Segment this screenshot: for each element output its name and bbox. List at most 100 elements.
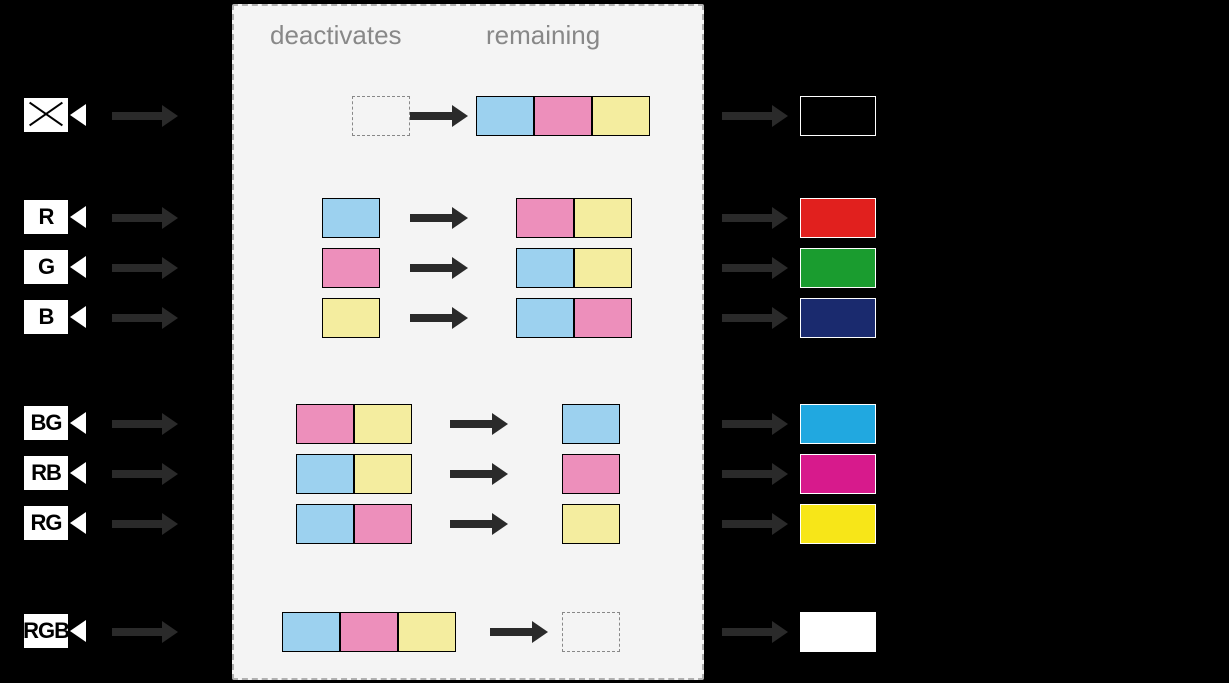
arrow-left-cam-rb <box>112 463 178 485</box>
arrow-right-cam-bg <box>722 413 788 435</box>
arrow-shaft <box>722 112 772 120</box>
deact-tile-6-1-magenta <box>354 504 412 544</box>
arrow-head <box>772 207 788 229</box>
arrow-right-cam-b <box>722 307 788 329</box>
remain-tile-5-0-magenta <box>562 454 620 494</box>
arrow-right-cam-g <box>722 257 788 279</box>
arrow-shaft <box>722 264 772 272</box>
deact-tile-0-0-empty <box>352 96 410 136</box>
arrow-right-cam-r <box>722 207 788 229</box>
cam-r-lens <box>70 206 86 228</box>
cam-x <box>22 96 88 134</box>
arrow-shaft <box>112 112 162 120</box>
arrow-head <box>772 513 788 535</box>
arrow-left-cam-b <box>112 307 178 329</box>
remain-tile-0-2-yellow <box>592 96 650 136</box>
arrow-head <box>772 413 788 435</box>
arrow-middle-1 <box>410 207 468 229</box>
arrow-shaft <box>410 214 452 222</box>
cam-bg-body: BG <box>22 404 70 442</box>
cam-rb-label: RB <box>31 460 61 486</box>
arrow-middle-2 <box>410 257 468 279</box>
cam-b-label: B <box>39 304 54 330</box>
remain-tile-2-1-yellow <box>574 248 632 288</box>
arrow-head <box>452 105 468 127</box>
arrow-middle-5 <box>450 463 508 485</box>
deact-tile-2-0-magenta <box>322 248 380 288</box>
header-deactivates: deactivates <box>270 20 402 51</box>
arrow-shaft <box>112 264 162 272</box>
remain-tile-3-0-cyan <box>516 298 574 338</box>
cam-r: R <box>22 198 88 236</box>
arrow-shaft <box>112 420 162 428</box>
cam-r-body: R <box>22 198 70 236</box>
cam-rb: RB <box>22 454 88 492</box>
output-swatch-3 <box>800 298 876 338</box>
output-swatch-6 <box>800 504 876 544</box>
deact-tile-4-1-yellow <box>354 404 412 444</box>
deact-tile-5-0-cyan <box>296 454 354 494</box>
arrow-middle-7 <box>490 621 548 643</box>
arrow-head <box>452 207 468 229</box>
arrow-shaft <box>112 470 162 478</box>
cam-rg-lens <box>70 512 86 534</box>
arrow-shaft <box>450 420 492 428</box>
cam-b-lens <box>70 306 86 328</box>
arrow-shaft <box>722 470 772 478</box>
arrow-shaft <box>450 470 492 478</box>
arrow-head <box>162 207 178 229</box>
arrow-head <box>772 621 788 643</box>
remain-tile-7-0-empty <box>562 612 620 652</box>
arrow-head <box>772 257 788 279</box>
cam-g-lens <box>70 256 86 278</box>
remain-tile-1-0-magenta <box>516 198 574 238</box>
arrow-shaft <box>722 420 772 428</box>
output-swatch-7 <box>800 612 876 652</box>
arrow-head <box>492 413 508 435</box>
cam-r-label: R <box>39 204 54 230</box>
arrow-left-cam-rgb <box>112 621 178 643</box>
arrow-right-cam-rb <box>722 463 788 485</box>
deact-tile-4-0-magenta <box>296 404 354 444</box>
arrow-head <box>162 307 178 329</box>
remain-tile-3-1-magenta <box>574 298 632 338</box>
arrow-head <box>452 307 468 329</box>
deact-tile-1-0-cyan <box>322 198 380 238</box>
arrow-middle-3 <box>410 307 468 329</box>
deact-tile-6-0-cyan <box>296 504 354 544</box>
cam-rg: RG <box>22 504 88 542</box>
cam-bg: BG <box>22 404 88 442</box>
cam-b: B <box>22 298 88 336</box>
arrow-head <box>162 413 178 435</box>
arrow-shaft <box>410 112 452 120</box>
arrow-head <box>772 307 788 329</box>
cam-rgb-body: RGB <box>22 612 70 650</box>
output-swatch-1 <box>800 198 876 238</box>
cam-b-body: B <box>22 298 70 336</box>
cam-rg-label: RG <box>31 510 62 536</box>
output-swatch-5 <box>800 454 876 494</box>
cam-x-lens <box>70 104 86 126</box>
cam-g: G <box>22 248 88 286</box>
arrow-head <box>162 621 178 643</box>
arrow-head <box>452 257 468 279</box>
deact-tile-7-2-yellow <box>398 612 456 652</box>
arrow-left-cam-r <box>112 207 178 229</box>
remain-tile-0-1-magenta <box>534 96 592 136</box>
remain-tile-0-0-cyan <box>476 96 534 136</box>
arrow-head <box>532 621 548 643</box>
arrow-shaft <box>112 520 162 528</box>
arrow-shaft <box>722 214 772 222</box>
cam-rb-lens <box>70 462 86 484</box>
cam-g-label: G <box>38 254 54 280</box>
arrow-right-cam-rg <box>722 513 788 535</box>
arrow-head <box>162 257 178 279</box>
arrow-head <box>162 513 178 535</box>
remain-tile-6-0-yellow <box>562 504 620 544</box>
arrow-shaft <box>490 628 532 636</box>
arrow-head <box>492 463 508 485</box>
cam-rgb-lens <box>70 620 86 642</box>
deact-tile-3-0-yellow <box>322 298 380 338</box>
output-swatch-0 <box>800 96 876 136</box>
arrow-shaft <box>722 628 772 636</box>
